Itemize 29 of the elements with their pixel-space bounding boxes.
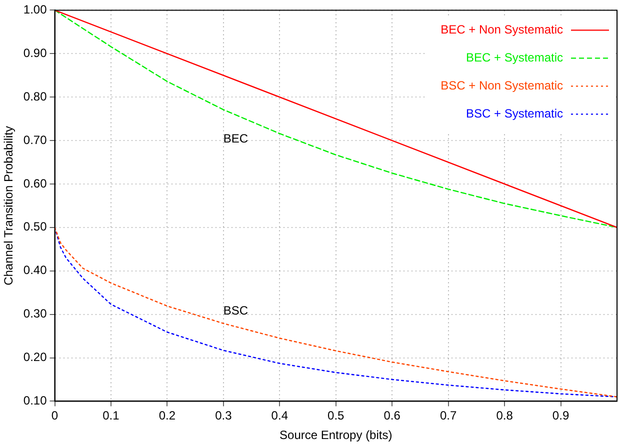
y-tick-label: 0.70: [23, 132, 48, 147]
line-series: [54, 226, 617, 398]
x-tick-label: 0.7: [440, 408, 457, 423]
y-tick-label: 0.40: [23, 263, 48, 278]
x-tick-label: 0.8: [496, 408, 514, 423]
y-tick-label: 0.20: [23, 350, 48, 364]
y-tick-label: 0.90: [23, 46, 48, 60]
legend-label: BEC + Non Systematic: [440, 22, 563, 37]
legend-label: BSC + Systematic: [466, 106, 563, 121]
y-tick-label: 0.60: [23, 176, 48, 190]
x-tick-label: 0.9: [552, 408, 570, 423]
y-tick-label: 0.10: [23, 394, 48, 408]
x-axis-title: Source Entropy (bits): [280, 428, 392, 442]
x-tick-label: 0: [51, 408, 58, 423]
x-tick-label: 0.6: [384, 408, 401, 423]
annotation: BEC: [223, 132, 248, 146]
y-tick-label: 0.80: [23, 89, 48, 104]
y-axis-title: Channel Transition Probability: [2, 126, 16, 286]
x-tick-label: 0.5: [328, 408, 345, 423]
x-tick-label: 0.4: [271, 408, 288, 423]
x-tick-label: 0.3: [215, 408, 232, 423]
x-tick-label: 0.1: [102, 408, 120, 423]
y-tick-label: 0.30: [23, 306, 48, 321]
y-tick-label: 1.00: [23, 2, 48, 17]
annotation: BSC: [223, 304, 248, 318]
y-tick-label: 0.50: [23, 220, 48, 234]
legend-label: BSC + Non Systematic: [440, 78, 563, 93]
legend-label: BEC + Systematic: [466, 50, 563, 65]
x-tick-label: 0.2: [158, 408, 176, 423]
